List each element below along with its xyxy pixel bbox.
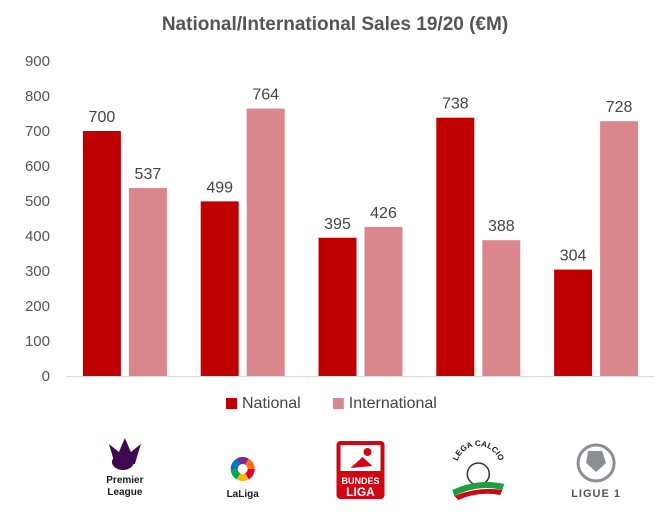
data-label: 700 [89, 109, 116, 126]
lion-head-shape [111, 454, 134, 470]
y-tick-label: 100 [25, 333, 50, 350]
data-label: 738 [442, 96, 469, 113]
ribbon-red [454, 488, 503, 500]
logo-text: LEGA CALCIO [451, 439, 506, 462]
data-label: 426 [370, 205, 397, 222]
bar-national [82, 131, 121, 376]
bar-international [246, 108, 285, 376]
ball-shape [466, 462, 491, 486]
logo-text: League [107, 487, 142, 498]
bar-national [554, 269, 593, 376]
ball-panel [586, 451, 607, 472]
bar-group: 700 537 [82, 109, 167, 376]
bar-group: 395 426 [318, 205, 403, 376]
legend-label: National [242, 395, 301, 412]
bar-group: 738 388 [436, 96, 521, 376]
data-label: 499 [206, 179, 233, 196]
y-tick-label: 400 [25, 228, 50, 245]
bar-group: 499 764 [200, 87, 285, 376]
chart-title: National/International Sales 19/20 (€M) [161, 14, 509, 35]
y-tick-label: 700 [25, 123, 50, 140]
bar-international [364, 226, 403, 376]
player-figure [363, 448, 372, 456]
bar-international [128, 188, 167, 376]
bar-national [436, 117, 475, 376]
logo-text: LIGA [346, 485, 375, 499]
ligue-1-logo: LIGUE 1 [571, 443, 621, 500]
legend-swatch [332, 398, 344, 409]
legend-swatch [226, 398, 237, 409]
ball-outline [576, 443, 616, 483]
badge-panel [340, 445, 381, 471]
legend-label: International [349, 395, 437, 412]
data-label: 304 [560, 248, 587, 265]
logo-text: LIGUE 1 [571, 488, 621, 500]
bar-group: 304 728 [554, 99, 639, 376]
data-label: 764 [252, 87, 279, 104]
laliga-logo: LaLiga [227, 456, 260, 500]
y-tick-label: 600 [25, 158, 50, 175]
y-tick-label: 0 [42, 368, 50, 385]
logo-text: Premier [106, 475, 143, 486]
bar-national [200, 201, 239, 376]
logo-text: BUNDES [341, 476, 379, 486]
legend: National International [226, 395, 437, 412]
data-label: 395 [324, 216, 351, 233]
bar-national [318, 237, 357, 376]
y-tick-label: 500 [25, 193, 50, 210]
player-figure-body [350, 457, 373, 468]
y-tick-label: 300 [25, 263, 50, 280]
ribbon-green [452, 482, 505, 496]
ball-center [237, 464, 248, 474]
bars: 700 537 499 764 395 426 738 388 304 728 [82, 87, 639, 376]
data-label: 388 [488, 218, 515, 235]
logo-text: LaLiga [227, 489, 260, 500]
y-tick-label: 800 [25, 88, 50, 105]
y-axis: 0 100 200 300 400 500 600 700 800 900 [25, 53, 655, 385]
data-label: 728 [606, 99, 633, 116]
y-tick-label: 200 [25, 298, 50, 315]
bar-international [600, 121, 639, 376]
bar-international [482, 240, 521, 376]
ball-segment [236, 456, 249, 469]
lega-calcio-logo: LEGA CALCIO [451, 439, 506, 500]
ball-segment [236, 469, 249, 482]
y-tick-label: 900 [25, 53, 50, 70]
data-label: 537 [135, 166, 162, 183]
